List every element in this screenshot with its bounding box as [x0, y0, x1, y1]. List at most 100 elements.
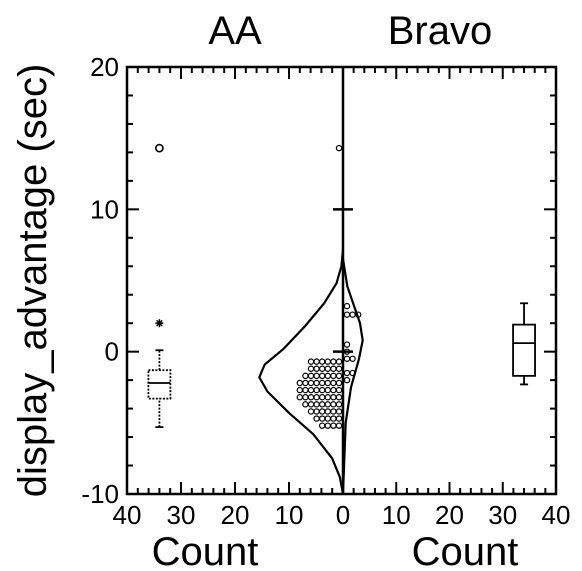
plot-frame [125, 65, 558, 496]
data-point [302, 401, 309, 408]
box-outlier-star [155, 319, 164, 328]
data-point [335, 365, 343, 372]
data-point [330, 372, 337, 380]
data-point [324, 394, 331, 401]
data-point [335, 401, 343, 408]
data-point [330, 415, 337, 422]
density-curve [258, 249, 345, 495]
y-tick-label: 20 [90, 52, 119, 82]
data-point [330, 386, 337, 394]
data-point [319, 358, 326, 365]
density-curve [341, 258, 364, 495]
x-tick-label-right: 20 [435, 500, 464, 530]
box-outlier [154, 143, 164, 153]
data-point [335, 394, 343, 401]
star-stroke [156, 319, 163, 327]
data-point [307, 358, 315, 365]
data-point [343, 355, 351, 362]
data-point [296, 379, 303, 387]
data-point [330, 401, 337, 408]
y-tick-label: 10 [90, 194, 119, 224]
data-point [313, 372, 320, 380]
data-point [349, 355, 356, 362]
panel-title: AA [208, 9, 262, 53]
data-point [335, 379, 343, 387]
y-axis-label: display_advantage (sec) [11, 64, 55, 498]
data-point [324, 422, 331, 429]
x-tick-label-right: 40 [542, 500, 571, 530]
x-tick-label-left: 40 [113, 500, 142, 530]
data-point [296, 386, 303, 394]
data-point [324, 372, 331, 380]
data-point [335, 358, 343, 365]
data-point [355, 311, 362, 318]
data-point [324, 365, 331, 372]
x-tick-label-left: 30 [167, 500, 196, 530]
data-point [313, 415, 320, 422]
data-point [335, 408, 343, 415]
data-point [319, 365, 326, 372]
data-point [296, 394, 303, 401]
data-point [319, 415, 326, 422]
data-point [319, 401, 326, 408]
y-tick-label: 0 [105, 337, 119, 367]
data-point [335, 415, 343, 422]
data-point [307, 386, 315, 394]
x-tick-label-right: 30 [488, 500, 517, 530]
data-point [313, 408, 320, 415]
data-point [335, 372, 343, 380]
data-point [313, 365, 320, 372]
data-point [343, 369, 351, 377]
data-point [313, 358, 320, 365]
data-point [335, 422, 343, 429]
data-point [330, 365, 337, 372]
data-point [302, 372, 309, 380]
data-point [330, 408, 337, 415]
data-point [319, 394, 326, 401]
data-point [307, 408, 315, 415]
data-point [307, 372, 315, 380]
data-point [330, 379, 337, 387]
data-point [307, 394, 315, 401]
data-point [302, 394, 309, 401]
data-point [324, 401, 331, 408]
data-point [307, 365, 315, 372]
data-point [319, 422, 326, 429]
data-point [335, 386, 343, 394]
data-point [302, 379, 309, 387]
data-point [324, 358, 331, 365]
data-point [319, 372, 326, 380]
x-tick-label-right: 10 [382, 500, 411, 530]
data-point [343, 376, 351, 384]
x-axis-label: Count [152, 530, 259, 571]
data-point [302, 386, 309, 394]
data-point [307, 379, 315, 387]
data-point [324, 386, 331, 394]
data-point [313, 394, 320, 401]
x-tick-label-center: 0 [336, 500, 350, 530]
x-tick-label-left: 10 [275, 500, 304, 530]
y-tick-label: -10 [81, 479, 119, 509]
data-point [313, 401, 320, 408]
data-point [319, 408, 326, 415]
data-point [330, 394, 337, 401]
data-point [349, 369, 356, 377]
data-point [343, 341, 351, 348]
data-point [330, 358, 337, 365]
data-point [324, 415, 331, 422]
data-point [319, 379, 326, 387]
data-point [343, 311, 351, 318]
x-tick-label-left: 20 [221, 500, 250, 530]
data-point [319, 386, 326, 394]
panel-title: Bravo [388, 9, 493, 53]
data-point [324, 408, 331, 415]
data-point [313, 386, 320, 394]
data-point [313, 379, 320, 387]
data-point [335, 144, 343, 152]
data-point [307, 401, 315, 408]
box-iqr [512, 323, 536, 377]
data-point [330, 422, 337, 429]
data-point [343, 302, 351, 310]
box-iqr [147, 369, 172, 400]
